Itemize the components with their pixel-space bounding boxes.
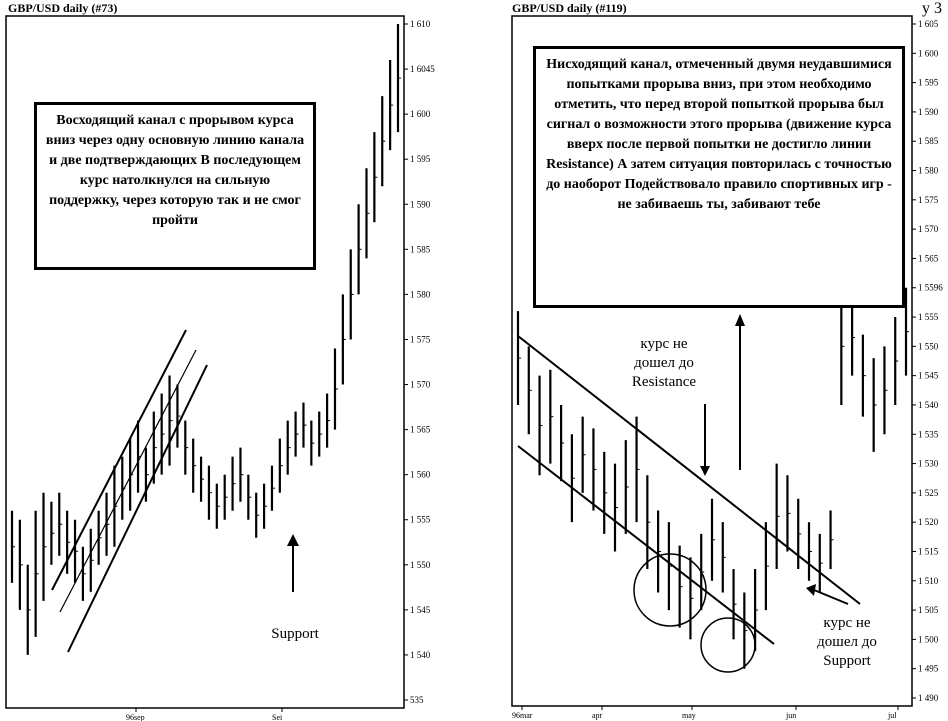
y-tick-label: 1 495: [918, 664, 939, 674]
channel-line-mid: [59, 349, 197, 613]
y-tick-label: 1 6045: [410, 64, 435, 74]
y-tick-label: 1 600: [410, 109, 431, 119]
price-chart-left: 1 610 1 6045 1 600 1 595 1 590 1 585 1 580 1 57…: [5, 15, 435, 721]
resistance-line: [517, 335, 861, 605]
y-tick-label: 1 580: [918, 166, 939, 176]
x-tick-label: apr: [592, 711, 603, 720]
y-tick-label: 1 610: [410, 19, 431, 29]
y-tick-label: 1 565: [410, 425, 431, 435]
chart-title: GBP/USD daily (#119): [512, 1, 627, 15]
support-arrow: [813, 589, 849, 605]
y-tick-label: 1 510: [918, 576, 939, 586]
y-tick-label: 1 560: [410, 470, 431, 480]
y-tick-label: 1 520: [918, 517, 939, 527]
y-tick-label: 1 590: [410, 199, 431, 209]
x-tick-label: jul: [887, 711, 897, 720]
y-tick-label: 1 605: [918, 19, 939, 29]
resistance-label: курс не дошел до Resistance: [631, 336, 697, 390]
y-tick-label: 1 585: [410, 244, 431, 254]
y-tick-label: 1 575: [918, 195, 939, 205]
y-tick-label: 1 5596: [918, 283, 943, 293]
y-tick-label: 1 555: [410, 515, 431, 525]
y-tick-label: 1 575: [410, 334, 431, 344]
y-tick-label: 1 540: [918, 400, 939, 410]
support-line: [517, 445, 775, 645]
chart-title: GBP/USD daily (#73): [8, 1, 118, 15]
price-chart-right: 1 605 1 600 1 595 1 590 1 585 1 580 1 575 1 570…: [511, 15, 943, 720]
y-tick-label: 1 525: [918, 488, 939, 498]
y-tick-label: 1 580: [410, 289, 431, 299]
x-tick-label: may: [682, 711, 696, 720]
y-tick-label: 1 565: [918, 253, 939, 263]
x-tick-label: jun: [785, 711, 796, 720]
support-arrow-head: [287, 534, 299, 546]
y-tick-label: 1 570: [410, 380, 431, 390]
y-tick-label: 1 545: [918, 371, 939, 381]
annotation-box: Восходящий канал с прорывом курса вниз ч…: [34, 102, 316, 270]
y-tick-label: 1 585: [918, 136, 939, 146]
y-tick-label: 1 570: [918, 224, 939, 234]
y-tick-label: 1 555: [918, 312, 939, 322]
support-label: курс не дошел до Support: [817, 615, 877, 669]
y-tick-label: 535: [410, 695, 424, 705]
resistance-arrow-head: [700, 466, 710, 476]
y-tick-label: 1 600: [918, 48, 939, 58]
plot-frame: [5, 15, 405, 709]
breakout-attempt-circle: [633, 553, 707, 627]
y-tick-label: 1 500: [918, 634, 939, 644]
y-tick-label: 1 590: [918, 107, 939, 117]
y-tick-label: 1 550: [410, 560, 431, 570]
y-tick-label: 1 540: [410, 650, 431, 660]
y-tick-label: 1 550: [918, 341, 939, 351]
plot-frame: [511, 15, 913, 707]
y-tick-label: 1 595: [918, 78, 939, 88]
y-tick-label: 1 490: [918, 693, 939, 703]
x-tick-label: Sei: [272, 713, 283, 721]
y-tick-label: 1 595: [410, 154, 431, 164]
channel-line-lower: [67, 364, 208, 653]
channel-line-upper: [51, 329, 187, 591]
y-tick-label: 1 535: [918, 429, 939, 439]
x-tick-label: 96sep: [126, 713, 145, 721]
support-label: Support: [271, 626, 319, 642]
x-tick-label: 96mar: [512, 711, 533, 720]
support-arrow-head: [806, 584, 816, 596]
y-tick-label: 1 515: [918, 546, 939, 556]
breakout-attempt-circle: [700, 617, 756, 673]
y-tick-label: 1 545: [410, 605, 431, 615]
chart-panel-left: GBP/USD daily (#73) 1 610 1 6045 1 600 1 59…: [0, 0, 470, 721]
y-tick-label: 1 530: [918, 459, 939, 469]
annotation-box: Нисходящий канал, отмеченный двумя неуда…: [533, 46, 905, 308]
chart-panel-right: GBP/USD daily (#119) 1 605 1 600 1 595 1 59…: [478, 0, 948, 721]
corner-mark: у 3: [922, 0, 942, 17]
note-pointer-arrow-head: [735, 314, 745, 326]
y-tick-label: 1 505: [918, 605, 939, 615]
